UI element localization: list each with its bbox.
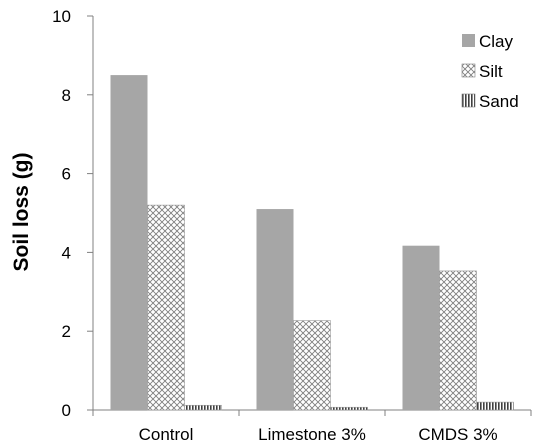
x-tick-label: Limestone 3% [258, 425, 366, 444]
bar-sand-0 [184, 404, 222, 411]
legend-swatch-clay [462, 34, 475, 47]
y-tick-label: 6 [62, 165, 71, 184]
bar-silt-0 [147, 204, 185, 411]
legend-label-clay: Clay [479, 32, 514, 51]
x-tick-label: CMDS 3% [418, 425, 497, 444]
bar-silt-1 [293, 320, 331, 411]
x-tick-label: Control [139, 425, 194, 444]
bar-clay-0 [110, 75, 148, 410]
y-tick-label: 2 [62, 322, 71, 341]
bar-sand-1 [330, 406, 368, 411]
y-tick-label: 0 [62, 401, 71, 420]
bar-silt-2 [439, 270, 477, 411]
legend-swatch-silt [461, 63, 476, 78]
y-tick-label: 8 [62, 86, 71, 105]
bar-clay-1 [256, 209, 294, 410]
legend-label-sand: Sand [479, 92, 519, 111]
legend-swatch-sand [461, 93, 476, 108]
legend-label-silt: Silt [479, 62, 503, 81]
y-tick-label: 4 [62, 243, 71, 262]
legend: Clay Silt Sand [461, 32, 519, 111]
bars [110, 75, 514, 411]
bar-sand-2 [476, 401, 514, 411]
bar-clay-2 [402, 245, 440, 410]
y-axis-title: Soil loss (g) [10, 152, 33, 271]
y-tick-label: 10 [52, 7, 71, 26]
